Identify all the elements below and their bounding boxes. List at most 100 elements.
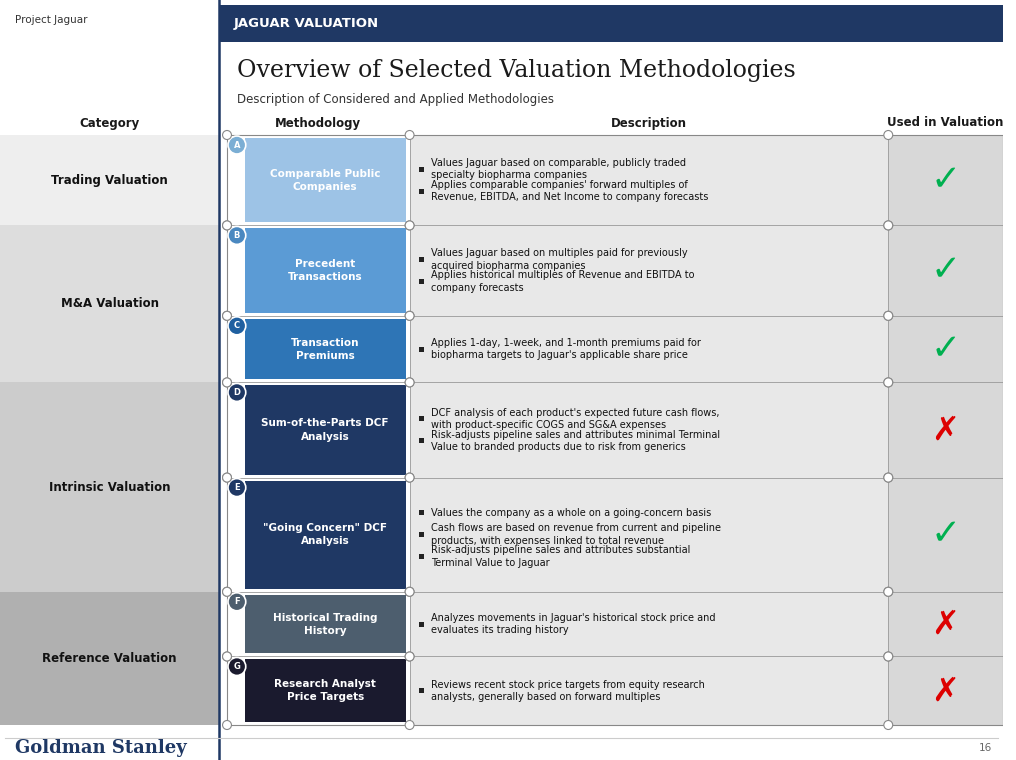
Bar bbox=[409, 135, 888, 725]
Text: Overview of Selected Valuation Methodologies: Overview of Selected Valuation Methodolo… bbox=[237, 59, 796, 81]
Bar bbox=[245, 480, 405, 589]
Circle shape bbox=[884, 378, 893, 387]
Text: Risk-adjusts pipeline sales and attributes substantial
Terminal Value to Jaguar: Risk-adjusts pipeline sales and attribut… bbox=[432, 546, 691, 568]
Text: Values Jaguar based on comparable, publicly traded
specialty biopharma companies: Values Jaguar based on comparable, publi… bbox=[432, 158, 686, 180]
Text: Applies historical multiples of Revenue and EBITDA to
company forecasts: Applies historical multiples of Revenue … bbox=[432, 271, 695, 293]
Circle shape bbox=[228, 593, 246, 611]
Circle shape bbox=[223, 221, 232, 230]
Text: JAGUAR VALUATION: JAGUAR VALUATION bbox=[234, 17, 379, 30]
Text: Analyzes movements in Jaguar's historical stock price and
evaluates its trading : Analyzes movements in Jaguar's historica… bbox=[432, 613, 716, 635]
Bar bbox=[245, 595, 405, 654]
Circle shape bbox=[405, 131, 415, 140]
Bar bbox=[419, 532, 424, 537]
Text: Values the company as a whole on a going-concern basis: Values the company as a whole on a going… bbox=[432, 508, 711, 518]
Text: ✗: ✗ bbox=[932, 674, 959, 708]
Bar bbox=[419, 416, 424, 422]
Bar bbox=[245, 385, 405, 474]
Text: 16: 16 bbox=[978, 743, 992, 753]
Circle shape bbox=[884, 131, 893, 140]
Text: Precedent
Transactions: Precedent Transactions bbox=[288, 259, 363, 282]
Circle shape bbox=[884, 652, 893, 661]
Text: Category: Category bbox=[79, 116, 139, 129]
Bar bbox=[419, 188, 424, 194]
Circle shape bbox=[884, 221, 893, 230]
Circle shape bbox=[405, 378, 415, 387]
Text: C: C bbox=[234, 321, 240, 331]
Bar bbox=[419, 257, 424, 262]
Circle shape bbox=[405, 720, 415, 730]
Circle shape bbox=[228, 657, 246, 676]
Circle shape bbox=[405, 312, 415, 320]
Text: ✓: ✓ bbox=[931, 254, 961, 287]
Bar bbox=[419, 166, 424, 172]
Bar bbox=[219, 5, 1003, 42]
Circle shape bbox=[405, 652, 415, 661]
Text: Comparable Public
Companies: Comparable Public Companies bbox=[270, 169, 380, 192]
Circle shape bbox=[884, 587, 893, 597]
Text: B: B bbox=[234, 231, 240, 240]
Circle shape bbox=[228, 383, 246, 401]
Text: ✗: ✗ bbox=[932, 413, 959, 446]
Circle shape bbox=[884, 587, 893, 597]
Text: Project Jaguar: Project Jaguar bbox=[15, 15, 87, 25]
Circle shape bbox=[405, 312, 415, 320]
Circle shape bbox=[228, 317, 246, 335]
Circle shape bbox=[223, 312, 232, 320]
Text: A: A bbox=[234, 141, 240, 150]
Circle shape bbox=[884, 312, 893, 320]
Text: DCF analysis of each product's expected future cash flows,
with product-specific: DCF analysis of each product's expected … bbox=[432, 408, 719, 430]
Bar bbox=[245, 138, 405, 223]
Text: ✓: ✓ bbox=[931, 332, 961, 366]
Circle shape bbox=[223, 587, 232, 597]
Circle shape bbox=[223, 720, 232, 730]
Circle shape bbox=[405, 587, 415, 597]
Text: ✗: ✗ bbox=[932, 608, 959, 641]
Text: Historical Trading
History: Historical Trading History bbox=[273, 613, 378, 635]
Circle shape bbox=[405, 221, 415, 230]
Text: ✓: ✓ bbox=[931, 163, 961, 197]
Text: G: G bbox=[234, 662, 241, 671]
Text: Values Jaguar based on multiples paid for previously
acquired biopharma companie: Values Jaguar based on multiples paid fo… bbox=[432, 249, 688, 271]
Circle shape bbox=[405, 473, 415, 482]
Text: Transaction
Premiums: Transaction Premiums bbox=[291, 337, 360, 361]
Text: D: D bbox=[234, 388, 241, 397]
Text: F: F bbox=[234, 597, 240, 606]
Bar bbox=[245, 229, 405, 313]
Circle shape bbox=[405, 473, 415, 482]
Text: Description: Description bbox=[611, 116, 687, 129]
Circle shape bbox=[884, 473, 893, 482]
Circle shape bbox=[405, 652, 415, 661]
Circle shape bbox=[884, 378, 893, 387]
Bar bbox=[419, 439, 424, 444]
Bar bbox=[227, 135, 1003, 725]
Bar bbox=[0, 226, 219, 382]
Bar bbox=[419, 510, 424, 515]
Text: Intrinsic Valuation: Intrinsic Valuation bbox=[49, 480, 171, 493]
Circle shape bbox=[228, 136, 246, 154]
Text: Methodology: Methodology bbox=[274, 116, 361, 129]
Circle shape bbox=[884, 221, 893, 230]
Circle shape bbox=[223, 221, 232, 230]
Circle shape bbox=[884, 312, 893, 320]
Circle shape bbox=[223, 587, 232, 597]
Bar bbox=[0, 135, 219, 226]
Text: E: E bbox=[234, 483, 240, 492]
Circle shape bbox=[223, 378, 232, 387]
Circle shape bbox=[223, 131, 232, 140]
Bar bbox=[419, 347, 424, 352]
Circle shape bbox=[223, 473, 232, 482]
Circle shape bbox=[405, 587, 415, 597]
Circle shape bbox=[223, 652, 232, 661]
Bar bbox=[245, 660, 405, 722]
Text: Applies 1-day, 1-week, and 1-month premiums paid for
biopharma targets to Jaguar: Applies 1-day, 1-week, and 1-month premi… bbox=[432, 338, 701, 360]
Text: Trading Valuation: Trading Valuation bbox=[51, 174, 168, 187]
Text: M&A Valuation: M&A Valuation bbox=[61, 297, 158, 310]
Text: Goldman Stanley: Goldman Stanley bbox=[15, 739, 187, 757]
Circle shape bbox=[223, 652, 232, 661]
Bar bbox=[888, 135, 1003, 725]
Circle shape bbox=[223, 378, 232, 387]
Text: Risk-adjusts pipeline sales and attributes minimal Terminal
Value to branded pro: Risk-adjusts pipeline sales and attribut… bbox=[432, 430, 720, 452]
Text: Cash flows are based on revenue from current and pipeline
products, with expense: Cash flows are based on revenue from cur… bbox=[432, 524, 721, 546]
Text: "Going Concern" DCF
Analysis: "Going Concern" DCF Analysis bbox=[263, 523, 387, 546]
Circle shape bbox=[884, 473, 893, 482]
